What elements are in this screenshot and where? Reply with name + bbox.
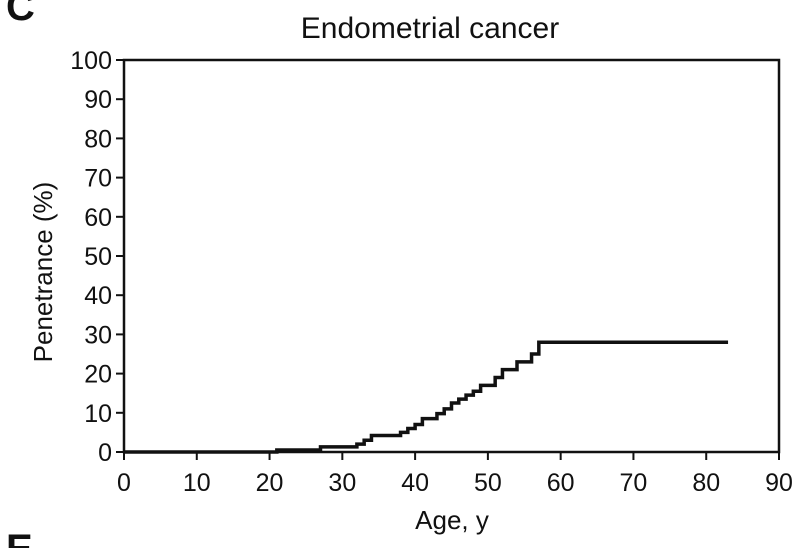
y-tick-label: 100 xyxy=(70,47,112,75)
plot-frame xyxy=(122,58,781,454)
y-tick-label: 70 xyxy=(84,165,112,193)
x-tick-label: 90 xyxy=(765,469,793,497)
y-tick-label: 10 xyxy=(84,400,112,428)
x-tick-label: 40 xyxy=(401,469,429,497)
x-tick-label: 80 xyxy=(692,469,720,497)
series-layer xyxy=(124,340,729,454)
y-tick-label: 30 xyxy=(84,321,112,349)
chart-title: Endometrial cancer xyxy=(301,12,559,45)
y-tick-label: 80 xyxy=(84,125,112,153)
y-tick-label: 90 xyxy=(84,86,112,114)
x-axis-label: Age, y xyxy=(415,505,489,535)
y-tick-label: 60 xyxy=(84,204,112,232)
x-axis: 0 10 20 30 40 50 60 70 80 90 xyxy=(117,452,793,497)
x-tick-label: 0 xyxy=(117,469,131,497)
x-tick-label: 30 xyxy=(328,469,356,497)
y-axis-label: Penetrance (%) xyxy=(28,182,58,363)
panel-label-bottom: E xyxy=(6,527,33,548)
panel-label-top: C xyxy=(6,0,35,29)
x-tick-label: 50 xyxy=(474,469,502,497)
y-tick-label: 20 xyxy=(84,361,112,389)
y-axis: 0 10 20 30 40 50 60 70 80 90 100 xyxy=(70,47,124,467)
y-tick-label: 0 xyxy=(98,439,112,467)
x-tick-label: 60 xyxy=(547,469,575,497)
penetrance-step-line xyxy=(124,340,729,454)
y-tick-label: 50 xyxy=(84,243,112,271)
x-tick-label: 70 xyxy=(620,469,648,497)
x-tick-label: 20 xyxy=(256,469,284,497)
y-tick-label: 40 xyxy=(84,282,112,310)
x-tick-label: 10 xyxy=(183,469,211,497)
